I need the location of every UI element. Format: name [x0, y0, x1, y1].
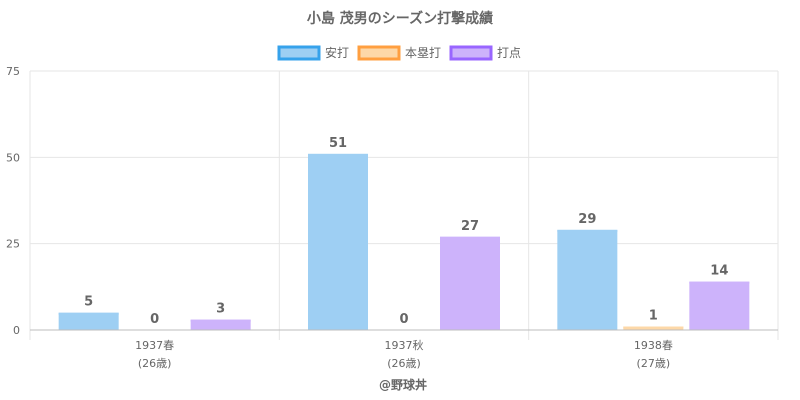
- legend-swatch: [357, 45, 401, 61]
- legend-label: 安打: [325, 45, 349, 60]
- legend-swatch: [277, 45, 321, 61]
- x-tick-label: 1938春: [634, 339, 673, 352]
- legend-swatch: [449, 45, 493, 61]
- x-tick-label: 1937春: [135, 339, 174, 352]
- legend: 安打 本塁打 打点: [277, 45, 521, 61]
- x-tick-sublabel: (27歳): [637, 357, 671, 370]
- data-label: 5: [84, 295, 93, 310]
- data-labels: 5 51 29 0 0 1 3 27 14: [84, 136, 728, 327]
- credit-text: @野球丼: [379, 377, 427, 392]
- data-label: 1: [649, 309, 658, 324]
- legend-label: 打点: [497, 46, 521, 60]
- x-tick-label: 1937秋: [385, 338, 424, 352]
- bar: [308, 153, 368, 330]
- bar: [689, 281, 750, 330]
- data-label: 27: [461, 219, 479, 234]
- data-label: 0: [150, 312, 159, 327]
- legend-label: 本塁打: [405, 46, 441, 60]
- data-label: 51: [329, 136, 347, 151]
- data-label: 29: [578, 212, 596, 227]
- grid: [29, 70, 779, 330]
- bars: [58, 153, 750, 330]
- y-tick-label: 75: [6, 65, 20, 78]
- y-tick-label: 50: [6, 151, 20, 164]
- chart-title: 小島 茂男のシーズン打撃成績: [307, 10, 493, 27]
- x-tick-sublabel: (26歳): [138, 357, 172, 370]
- bar: [557, 229, 618, 330]
- x-tick-sublabel: (26歳): [387, 357, 421, 370]
- data-label: 0: [399, 312, 408, 327]
- bar: [440, 236, 500, 330]
- bar: [58, 312, 119, 330]
- y-tick-label: 0: [13, 324, 20, 337]
- y-tick-label: 25: [6, 238, 20, 251]
- bar: [190, 319, 251, 330]
- data-label: 3: [216, 302, 225, 317]
- data-label: 14: [710, 264, 728, 279]
